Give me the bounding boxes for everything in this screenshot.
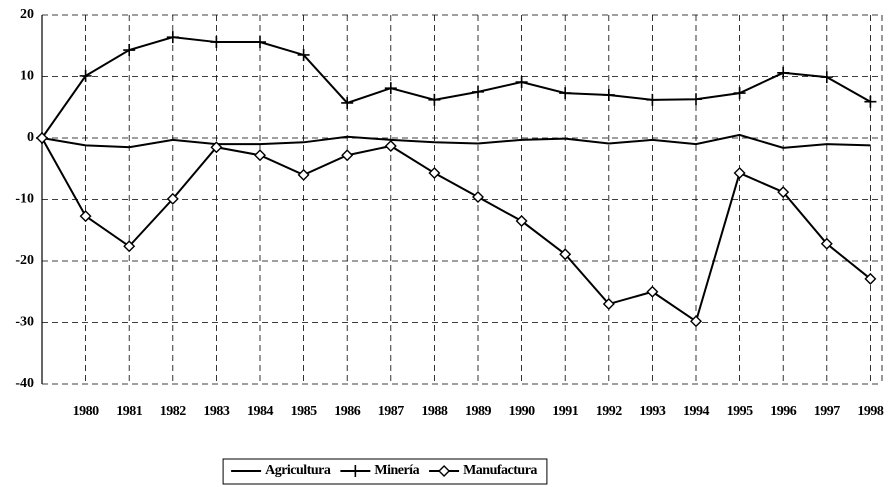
marker	[341, 96, 354, 109]
y-tick-label: 20	[20, 7, 34, 22]
marker	[820, 237, 833, 250]
marker	[559, 248, 572, 261]
marker	[384, 82, 397, 95]
x-tick-label: 1991	[552, 404, 579, 419]
marker	[123, 44, 136, 57]
marker	[79, 69, 92, 82]
marker	[559, 87, 572, 100]
marker	[123, 240, 136, 253]
marker	[733, 167, 746, 180]
marker	[690, 315, 702, 328]
marker	[341, 149, 354, 162]
y-tick-label: 0	[27, 130, 34, 145]
marker	[864, 95, 877, 108]
legend-label: Agricultura	[265, 463, 331, 478]
marker	[297, 48, 310, 61]
marker	[864, 272, 877, 285]
x-tick-label: 1984	[247, 404, 274, 419]
marker	[79, 210, 92, 223]
x-tick-label: 1996	[770, 404, 797, 419]
marker	[602, 298, 615, 311]
x-tick-label: 1995	[727, 404, 754, 419]
marker	[777, 66, 790, 79]
series-line	[41, 133, 871, 149]
x-tick-label: 1997	[814, 404, 841, 419]
marker	[297, 168, 310, 181]
marker	[254, 149, 266, 162]
x-tick-label: 1994	[683, 404, 710, 419]
marker	[646, 93, 659, 106]
y-tick-label: -20	[15, 253, 34, 268]
marker	[438, 465, 451, 477]
y-tick-label: -10	[15, 192, 34, 207]
legend-label: Minería	[374, 463, 419, 478]
x-tick-label: 1992	[596, 404, 623, 419]
series-line	[41, 36, 871, 139]
x-tick-label: 1985	[291, 404, 318, 419]
x-tick-label: 1989	[465, 404, 492, 419]
marker	[690, 93, 702, 106]
marker	[733, 87, 746, 100]
x-tick-label: 1987	[378, 404, 405, 419]
marker	[515, 76, 528, 89]
y-tick-label: 10	[20, 69, 34, 84]
marker	[777, 186, 790, 199]
marker	[254, 36, 266, 49]
x-tick-label: 1993	[639, 404, 666, 419]
marker	[166, 31, 179, 44]
marker	[36, 132, 48, 144]
marker	[210, 141, 223, 154]
marker	[166, 192, 179, 205]
y-tick-label: -30	[15, 315, 34, 330]
x-tick-label: 1983	[203, 404, 230, 419]
marker	[428, 93, 441, 106]
x-tick-label: 1990	[509, 404, 536, 419]
x-tick-label: 1982	[160, 404, 187, 419]
marker	[646, 285, 659, 298]
y-tick-label: -40	[15, 376, 34, 391]
x-tick-label: 1986	[334, 404, 361, 419]
marker	[515, 215, 528, 228]
marker	[472, 191, 484, 204]
x-tick-label: 1980	[73, 404, 100, 419]
legend-label: Manufactura	[463, 463, 537, 478]
series-line	[41, 137, 872, 323]
marker	[210, 36, 223, 49]
x-tick-label: 1988	[421, 404, 448, 419]
legend: Agricultura Minería Manufactura	[222, 458, 548, 485]
x-tick-label: 1981	[116, 404, 143, 419]
legend-box	[222, 458, 548, 485]
marker	[384, 140, 397, 152]
marker	[472, 85, 484, 98]
marker	[602, 88, 615, 101]
x-tick-label: 1998	[857, 404, 884, 419]
marker	[820, 71, 833, 84]
marker	[428, 167, 441, 180]
marker	[349, 465, 362, 477]
